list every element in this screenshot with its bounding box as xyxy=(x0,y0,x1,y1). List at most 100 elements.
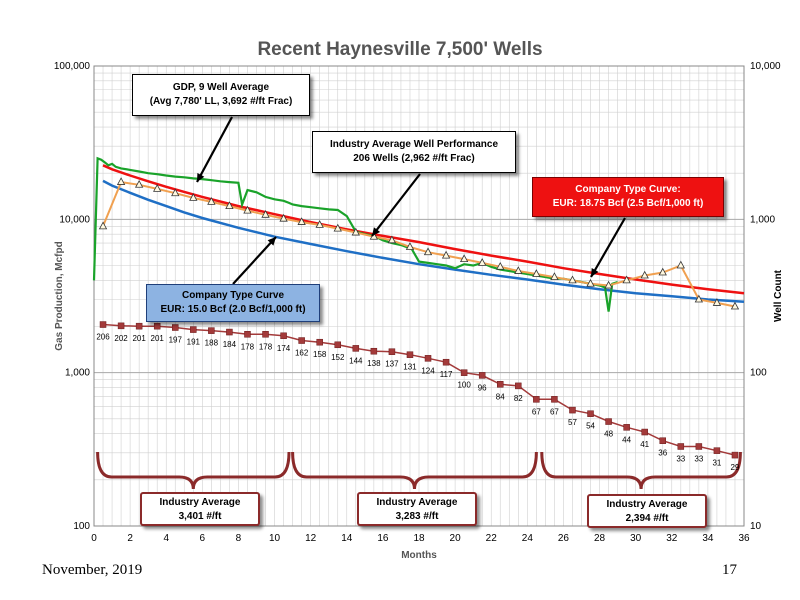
well-count-point xyxy=(713,447,721,454)
x-tick-label: 28 xyxy=(594,533,606,544)
axes: 0 2 4 6 8 10 12 14 16 18 20 22 24 26 28 30 32 34 361001,00… xyxy=(54,61,781,544)
industry-point xyxy=(604,280,613,289)
well-count-point xyxy=(695,443,703,450)
chart-title: Recent Haynesville 7,500' Wells xyxy=(257,39,542,60)
industry-point xyxy=(261,209,270,218)
industry-callout-arrow-head xyxy=(372,227,381,236)
well-count-point xyxy=(316,338,323,346)
industry-point xyxy=(134,179,144,188)
well-count-label: 184 xyxy=(223,340,237,349)
industry-callout-line2: 206 Wells (2,962 #/ft Frac) xyxy=(353,153,475,164)
well-count-point xyxy=(298,337,305,344)
period-brackets xyxy=(96,451,742,490)
industry-point xyxy=(658,267,667,276)
company-blue-callout-arrow xyxy=(232,236,277,285)
well-count-label: 48 xyxy=(604,430,613,439)
well-count-label: 54 xyxy=(586,422,595,431)
industry-average-period-1: Industry Average 3,401 #/ft xyxy=(140,492,260,526)
industry-average-2-line1: Industry Average xyxy=(376,497,458,508)
gdp-callout-arrow-head xyxy=(197,173,205,182)
industry-point xyxy=(116,177,126,185)
well-count-label: 138 xyxy=(367,359,381,368)
well-count-label: 67 xyxy=(550,407,559,416)
well-count-point xyxy=(497,381,504,388)
industry-point xyxy=(550,272,559,281)
industry-point xyxy=(459,254,469,263)
well-count-point xyxy=(442,358,450,366)
well-count-point xyxy=(226,328,233,336)
industry-point xyxy=(405,242,415,250)
well-count-label: 174 xyxy=(277,344,291,353)
industry-average-2-line2: 3,283 #/ft xyxy=(395,511,439,522)
well-count-point xyxy=(280,332,287,340)
industry-point xyxy=(207,197,216,205)
company-red-callout-arrow xyxy=(590,217,626,278)
industry-point xyxy=(712,298,722,306)
industry-point xyxy=(586,278,595,287)
industry-point xyxy=(98,221,108,230)
x-tick-label: 12 xyxy=(305,533,317,544)
well-count-point xyxy=(623,424,630,431)
x-tick-label: 26 xyxy=(558,533,570,544)
x-tick-label: 14 xyxy=(341,533,353,544)
well-count-label: 33 xyxy=(694,454,703,463)
x-tick-label: 4 xyxy=(163,533,169,544)
well-count-point xyxy=(190,326,197,333)
industry-point xyxy=(730,301,740,310)
well-count-point xyxy=(244,331,251,338)
well-count-point xyxy=(677,443,685,450)
well-count-point xyxy=(117,322,125,330)
x-tick-label: 6 xyxy=(200,533,206,544)
industry-point xyxy=(496,261,505,270)
well-count-point xyxy=(460,369,468,376)
well-count-label: 162 xyxy=(295,349,309,358)
well-count-point xyxy=(587,410,594,417)
x-tick-label: 20 xyxy=(450,533,462,544)
x-tick-label: 18 xyxy=(413,533,425,544)
x-tick-label: 2 xyxy=(127,533,133,544)
industry-point xyxy=(568,275,577,284)
well-count-point xyxy=(641,428,648,436)
industry-point xyxy=(333,223,342,232)
footer-date: November, 2019 xyxy=(42,562,143,578)
bracket-period-1 xyxy=(96,451,291,490)
well-count-point xyxy=(334,341,341,349)
industry-point xyxy=(676,260,685,269)
x-tick-label: 8 xyxy=(236,533,242,544)
well-count-label: 206 xyxy=(96,333,110,342)
well-count-label: 36 xyxy=(658,449,667,458)
company-blue-callout-line2: EUR: 15.0 Bcf (2.0 Bcf/1,000 ft) xyxy=(160,304,306,315)
x-tick-label: 0 xyxy=(91,533,97,544)
industry-average-period-3: Industry Average 2,394 #/ft xyxy=(587,494,707,528)
well-count-point xyxy=(388,348,396,355)
company-red-callout-line2: EUR: 18.75 Bcf (2.5 Bcf/1,000 ft) xyxy=(552,198,704,209)
industry-point xyxy=(171,188,180,197)
industry-average-period-2: Industry Average 3,283 #/ft xyxy=(357,492,477,526)
series-company-type-curve-blue xyxy=(102,179,745,304)
industry-average-3-line1: Industry Average xyxy=(606,499,688,510)
company-blue-callout-line1: Company Type Curve xyxy=(181,290,285,301)
industry-average-1-line2: 3,401 #/ft xyxy=(178,511,222,522)
y-tick-label: 100 xyxy=(73,521,90,532)
x-tick-label: 34 xyxy=(702,533,714,544)
x-tick-label: 30 xyxy=(630,533,642,544)
industry-point xyxy=(622,275,631,284)
well-count-label: 31 xyxy=(712,459,721,468)
gdp-callout-arrow xyxy=(196,116,233,183)
well-count-label: 117 xyxy=(440,370,453,379)
series-industry-average xyxy=(102,180,736,308)
industry-point xyxy=(532,269,541,277)
company-type-curve-red-callout: Company Type Curve: EUR: 18.75 Bcf (2.5 … xyxy=(532,177,724,217)
well-count-point xyxy=(99,321,107,328)
well-count-label: 29 xyxy=(731,463,740,472)
well-count-label: 41 xyxy=(640,440,649,449)
y-tick-label: 10,000 xyxy=(59,214,90,225)
company-blue-callout-arrow-head xyxy=(267,237,276,246)
company-red-callout-line1: Company Type Curve: xyxy=(575,184,681,195)
y2-axis-label: Well Count xyxy=(773,269,784,322)
company-red-callout-arrow-head xyxy=(591,268,599,277)
well-count-label: 188 xyxy=(205,339,219,348)
y2-tick-label: 10 xyxy=(750,521,762,532)
well-count-point xyxy=(370,347,378,355)
